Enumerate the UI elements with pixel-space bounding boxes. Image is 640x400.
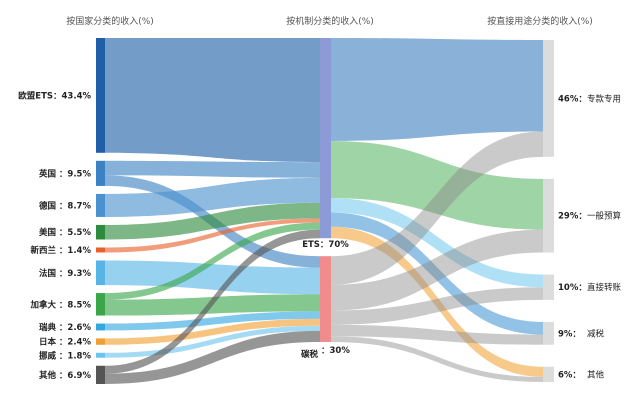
flow-country-mechanism-0 bbox=[105, 38, 320, 163]
use-label-3: 减税 bbox=[587, 328, 605, 339]
flow-mechanism-use-7 bbox=[331, 287, 543, 325]
use-label-4: 其他 bbox=[587, 369, 605, 380]
flow-country-mechanism-1 bbox=[105, 160, 320, 178]
flow-mechanism-use-3 bbox=[331, 212, 543, 335]
mechanism-label-1: 碳税 bbox=[301, 349, 319, 360]
use-pct-label-1: 29%： bbox=[558, 212, 587, 222]
country-label-9: 挪威 ：1.8% bbox=[39, 350, 92, 361]
country-node-1 bbox=[96, 160, 105, 186]
country-node-2 bbox=[96, 193, 105, 217]
country-node-9 bbox=[96, 352, 105, 358]
country-label-2: 德国 ：8.7% bbox=[39, 200, 92, 211]
use-node-2 bbox=[543, 274, 554, 300]
country-label-6: 加拿大 ：8.5% bbox=[29, 299, 91, 310]
right-column-header: 按直接用途分类的收入(%) bbox=[487, 15, 593, 27]
use-pct-label-2: 10%： bbox=[558, 283, 587, 293]
country-node-0 bbox=[96, 38, 105, 153]
flow-country-mechanism-11 bbox=[105, 325, 320, 358]
use-node-0 bbox=[543, 40, 554, 157]
country-label-3: 美国 ：5.5% bbox=[39, 227, 92, 238]
mechanism-node-0 bbox=[320, 38, 331, 239]
flow-mechanism-use-9 bbox=[331, 336, 543, 382]
use-pct-label-3: 9%： bbox=[558, 329, 581, 339]
flow-country-mechanism-12 bbox=[105, 229, 320, 374]
middle-column-header: 按机制分类的收入(%) bbox=[286, 15, 374, 27]
country-node-6 bbox=[96, 293, 105, 316]
country-label-0: 欧盟ETS：43.4% bbox=[18, 90, 91, 101]
flow-mechanism-use-0 bbox=[331, 38, 543, 141]
flow-country-mechanism-10 bbox=[105, 318, 320, 345]
flow-mechanism-use-5 bbox=[331, 131, 543, 285]
flow-country-mechanism-13 bbox=[105, 330, 320, 384]
mechanism-pct-label-1: ：30% bbox=[321, 346, 350, 356]
node-layer bbox=[96, 38, 554, 384]
flow-country-mechanism-6 bbox=[105, 260, 320, 295]
country-label-5: 法国 ：9.3% bbox=[39, 268, 92, 279]
use-pct-label-0: 46%： bbox=[558, 94, 587, 104]
use-label-1: 一般预算 bbox=[587, 211, 622, 222]
flow-country-mechanism-3 bbox=[105, 177, 320, 217]
flow-mechanism-use-8 bbox=[331, 324, 543, 345]
country-node-10 bbox=[96, 365, 105, 384]
left-column-header: 按国家分类的收入(%) bbox=[66, 15, 154, 27]
flow-country-mechanism-5 bbox=[105, 218, 320, 253]
country-node-8 bbox=[96, 338, 105, 345]
label-layer: 欧盟ETS：43.4% 英国 ：9.5% 德国 ：8.7% 美国 ：5.5% 新西兰 ：… bbox=[18, 90, 621, 380]
country-label-10: 其他 ：6.9% bbox=[39, 370, 92, 381]
flow-mechanism-use-2 bbox=[331, 198, 543, 288]
mechanism-label-0: ETS：70% bbox=[302, 240, 349, 250]
country-node-5 bbox=[96, 260, 105, 286]
use-node-4 bbox=[543, 366, 554, 382]
flow-country-mechanism-4 bbox=[105, 202, 320, 240]
country-label-4: 新西兰 ：1.4% bbox=[30, 245, 91, 256]
country-node-3 bbox=[96, 224, 105, 240]
use-label-2: 直接转账 bbox=[587, 282, 622, 293]
flow-mechanism-use-6 bbox=[331, 229, 543, 311]
country-node-7 bbox=[96, 323, 105, 331]
flow-layer bbox=[105, 38, 543, 384]
mechanism-node-1 bbox=[320, 256, 331, 342]
flow-mechanism-use-4 bbox=[331, 226, 543, 377]
use-pct-label-4: 6%： bbox=[558, 370, 581, 380]
country-label-8: 日本 ：2.4% bbox=[39, 337, 92, 348]
use-node-1 bbox=[543, 178, 554, 253]
flow-country-mechanism-9 bbox=[105, 311, 320, 331]
use-node-3 bbox=[543, 321, 554, 345]
use-label-0: 专款专用 bbox=[587, 93, 621, 104]
country-node-4 bbox=[96, 247, 105, 253]
country-label-1: 英国 ：9.5% bbox=[38, 168, 92, 179]
flow-mechanism-use-1 bbox=[331, 140, 543, 230]
flow-country-mechanism-7 bbox=[105, 222, 320, 300]
country-label-7: 瑞典 ：2.6% bbox=[39, 322, 92, 333]
